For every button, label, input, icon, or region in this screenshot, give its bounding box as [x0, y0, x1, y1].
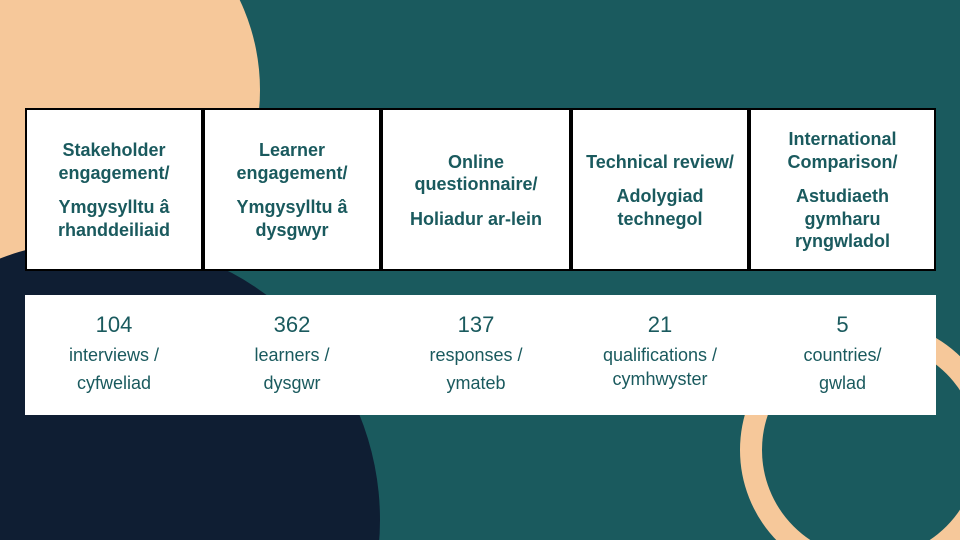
value-unit-cy: cyfweliad — [31, 372, 197, 395]
table-header-cell: Learner engagement/ Ymgysylltu â dysgwyr — [203, 108, 381, 271]
value-number: 362 — [209, 312, 375, 338]
value-unit-en: responses / — [387, 344, 565, 367]
header-english: Online questionnaire/ — [389, 151, 563, 196]
header-welsh: Adolygiad technegol — [579, 185, 741, 230]
table-data-cell: 137 responses / ymateb — [381, 295, 571, 415]
value-unit-en: interviews / — [31, 344, 197, 367]
header-welsh: Ymgysylltu â dysgwyr — [211, 196, 373, 241]
value-unit-en: countries/ — [755, 344, 930, 367]
header-english: Learner engagement/ — [211, 139, 373, 184]
header-welsh: Ymgysylltu â rhanddeiliaid — [33, 196, 195, 241]
value-number: 104 — [31, 312, 197, 338]
header-welsh: Astudiaeth gymharu ryngwladol — [757, 185, 928, 253]
table-header-cell: Stakeholder engagement/ Ymgysylltu â rha… — [25, 108, 203, 271]
table-data-cell: 21 qualifications / cymhwyster — [571, 295, 749, 415]
table-data-cell: 5 countries/ gwlad — [749, 295, 936, 415]
value-unit-cy: ymateb — [387, 372, 565, 395]
value-unit-en: learners / — [209, 344, 375, 367]
value-unit-cy: gwlad — [755, 372, 930, 395]
table-stage: Stakeholder engagement/ Ymgysylltu â rha… — [25, 108, 936, 415]
value-number: 21 — [577, 312, 743, 338]
header-english: Technical review/ — [579, 151, 741, 174]
table-header-cell: Technical review/ Adolygiad technegol — [571, 108, 749, 271]
header-english: Stakeholder engagement/ — [33, 139, 195, 184]
header-english: International Comparison/ — [757, 128, 928, 173]
table-header-row: Stakeholder engagement/ Ymgysylltu â rha… — [25, 108, 936, 271]
value-number: 137 — [387, 312, 565, 338]
value-unit-en: qualifications / cymhwyster — [577, 344, 743, 391]
table-data-row: 104 interviews / cyfweliad 362 learners … — [25, 295, 936, 415]
header-welsh: Holiadur ar-lein — [389, 208, 563, 231]
table-data-cell: 104 interviews / cyfweliad — [25, 295, 203, 415]
value-unit-cy: dysgwr — [209, 372, 375, 395]
table-header-cell: International Comparison/ Astudiaeth gym… — [749, 108, 936, 271]
table-header-cell: Online questionnaire/ Holiadur ar-lein — [381, 108, 571, 271]
table-data-cell: 362 learners / dysgwr — [203, 295, 381, 415]
value-number: 5 — [755, 312, 930, 338]
